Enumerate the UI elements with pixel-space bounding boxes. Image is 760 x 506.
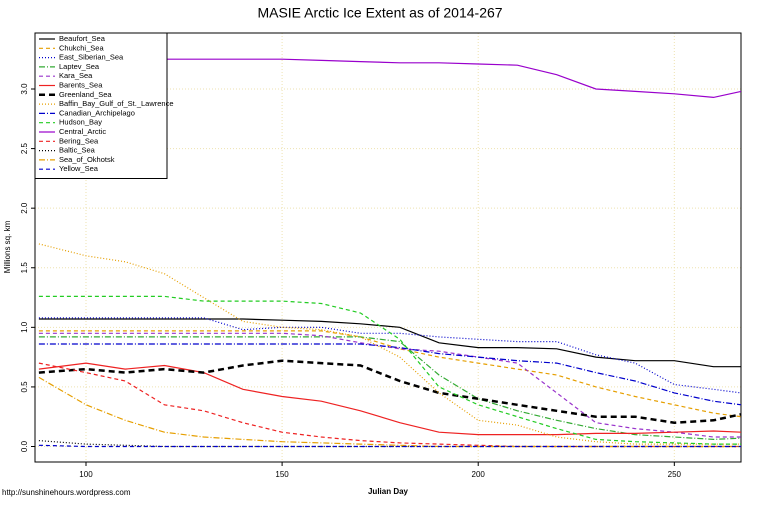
series-line (38, 362, 741, 448)
legend-label: Central_Arctic (59, 127, 106, 136)
series-line (38, 243, 741, 445)
legend-label: Baltic_Sea (59, 146, 96, 155)
legend-label: Yellow_Sea (59, 164, 99, 173)
y-tick-label: 2.0 (20, 202, 29, 214)
series-line (38, 317, 742, 394)
legend-label: Laptev_Sea (59, 62, 100, 71)
chart-title: MASIE Arctic Ice Extent as of 2014-267 (257, 5, 502, 21)
series-line (38, 343, 742, 406)
legend-label: Baffin_Bay_Gulf_of_St._Lawrence (59, 99, 174, 108)
legend-label: Hudson_Bay (59, 118, 102, 127)
plot-frame (34, 32, 742, 463)
legend-label: Barents_Sea (59, 80, 103, 89)
series-line (38, 336, 742, 441)
y-tick-label: 3.0 (20, 83, 29, 95)
legend-label: Kara_Sea (59, 71, 93, 80)
x-tick-label: 200 (472, 470, 486, 479)
series-line (38, 444, 741, 448)
series-line (38, 362, 742, 436)
y-axis-label: Millions sq. km (3, 220, 12, 273)
y-tick-label: 1.0 (20, 321, 29, 333)
legend-label: Bering_Sea (59, 136, 99, 145)
legend: Beaufort_SeaChukchi_SeaEast_Siberian_Sea… (34, 32, 174, 179)
series-line (38, 376, 741, 448)
legend-label: Chukchi_Sea (59, 43, 104, 52)
legend-box (34, 32, 168, 179)
legend-label: East_Siberian_Sea (59, 53, 124, 62)
legend-label: Beaufort_Sea (59, 34, 106, 43)
y-tick-label: 1.5 (20, 262, 29, 274)
legend-label: Greenland_Sea (59, 90, 112, 99)
series-line (38, 330, 742, 418)
x-tick-label: 100 (79, 470, 93, 479)
y-tick-label: 0.0 (20, 440, 29, 452)
legend-label: Sea_of_Okhotsk (59, 155, 115, 164)
series-line (38, 332, 741, 438)
series-line (38, 318, 741, 368)
y-tick-label: 0.5 (20, 381, 29, 393)
x-tick-label: 150 (275, 470, 289, 479)
series-line (38, 359, 742, 424)
source: http://sunshinehours.wordpress.com (2, 488, 131, 497)
series-line (38, 295, 741, 445)
legend-label: Canadian_Archipelago (59, 108, 135, 117)
x-axis-label: Julian Day (368, 487, 409, 496)
y-tick-label: 2.5 (20, 142, 29, 154)
x-tick-label: 250 (668, 470, 682, 479)
